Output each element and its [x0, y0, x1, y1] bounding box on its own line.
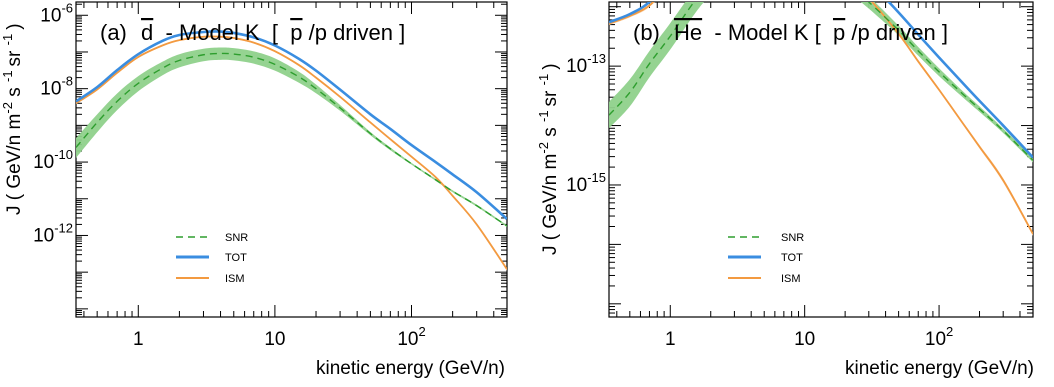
series-line-snr-a — [76, 52, 507, 227]
plot-area-b — [609, 2, 1033, 236]
panel-label-a: (a) — [100, 20, 127, 45]
species-a: d — [141, 20, 153, 45]
y-tick-label: 10-10 — [33, 147, 73, 173]
panel-a: 1 10 102 10-12 10-10 10-8 10-6 (a) d - Model … — [0, 0, 508, 379]
species-b: He — [674, 20, 702, 45]
plot-frame-b — [608, 1, 1034, 318]
x-axis-label-b: kinetic energy (GeV/n) — [845, 358, 1034, 379]
ticks-b — [609, 2, 1034, 318]
band-snr-b — [609, 2, 1033, 163]
bands-b — [609, 2, 1033, 236]
legend-a-snr-label: SNR — [225, 232, 248, 244]
y-tick-label: 10-15 — [566, 170, 606, 196]
y-label-b-s: s — [540, 122, 561, 142]
x-tick-label: 102 — [925, 324, 953, 350]
x-tick-label: 1 — [133, 329, 144, 350]
title-b: (b) He - Model K [ p /p driven ] — [633, 20, 948, 45]
panel-label-b: (b) — [633, 20, 660, 45]
title-pbar-b: p — [833, 20, 845, 45]
lines-a — [76, 30, 507, 270]
y-label-b-exp1: -2 — [536, 142, 551, 154]
legend-b: SNR TOT ISM — [728, 232, 804, 285]
series-line-snr-b — [609, 2, 1033, 161]
y-label-a-exp2: -1 — [0, 70, 15, 82]
title-rest-a: /p driven ] — [309, 20, 406, 45]
y-tick-labels-a: 10-12 10-10 10-8 10-6 — [33, 0, 73, 246]
title-pbar-a: p — [290, 20, 302, 45]
x-tick-label: 10 — [264, 329, 285, 350]
y-axis-label-a: J ( GeV/n m-2 s -1sr -1) — [0, 23, 25, 215]
series-line-ism-b — [609, 2, 1033, 235]
legend-a-tot-label: TOT — [225, 252, 247, 264]
x-tick-labels-b: 1 10 102 — [665, 324, 953, 350]
lines-b — [609, 2, 1033, 235]
title-model-b: - Model K [ — [708, 20, 827, 45]
legend-b-tot-label: TOT — [781, 252, 803, 264]
y-label-b-sr: sr — [540, 85, 561, 106]
series-line-tot-a — [76, 30, 507, 221]
y-label-b-exp3: -1 — [536, 74, 551, 86]
y-tick-label: 10-12 — [33, 220, 73, 246]
y-tick-label: 10-6 — [40, 0, 73, 26]
y-label-b-main: J ( GeV/n m — [540, 154, 561, 255]
ticks-a — [76, 2, 508, 318]
plot-area-a — [76, 30, 507, 271]
panel-b: 1 10 102 10-15 10-13 10 -1 1 (b) He - Model K … — [536, 1, 1034, 379]
y-label-a-exp1: -2 — [0, 102, 15, 114]
legend-b-snr-label: SNR — [781, 232, 804, 244]
y-label-b-exp2: -1 — [536, 110, 551, 122]
x-tick-label: 10 — [794, 329, 815, 350]
y-tick-label: 10-13 — [566, 51, 606, 77]
series-line-tot-b — [609, 2, 1033, 159]
y-label-b-close: ) — [540, 63, 561, 69]
legend-a-ism-label: ISM — [225, 273, 245, 285]
y-label-a-main: J ( GeV/n m — [4, 114, 25, 215]
y-label-a-exp3: -1 — [0, 34, 15, 46]
series-line-ism-a — [76, 35, 507, 270]
y-label-a-close: ) — [4, 23, 25, 29]
x-tick-label: 102 — [397, 324, 425, 350]
legend-b-ism-label: ISM — [781, 273, 801, 285]
title-model-a: - Model K [ — [159, 20, 284, 45]
y-axis-label-b: J ( GeV/n m-2 s -1sr -1) — [536, 63, 561, 255]
plot-frame-a — [75, 1, 508, 318]
x-axis-label-a: kinetic energy (GeV/n) — [316, 358, 505, 379]
y-label-a-sr: sr — [4, 45, 25, 66]
title-rest-b: /p driven ] — [851, 20, 948, 45]
y-label-a-s: s — [4, 82, 25, 102]
title-a: (a) d - Model K [ p /p driven ] — [100, 20, 405, 45]
x-tick-labels-a: 1 10 102 — [133, 324, 426, 350]
legend-a: SNR TOT ISM — [176, 232, 248, 285]
x-tick-label: 1 — [665, 329, 676, 350]
y-tick-label: 10-8 — [40, 74, 73, 100]
